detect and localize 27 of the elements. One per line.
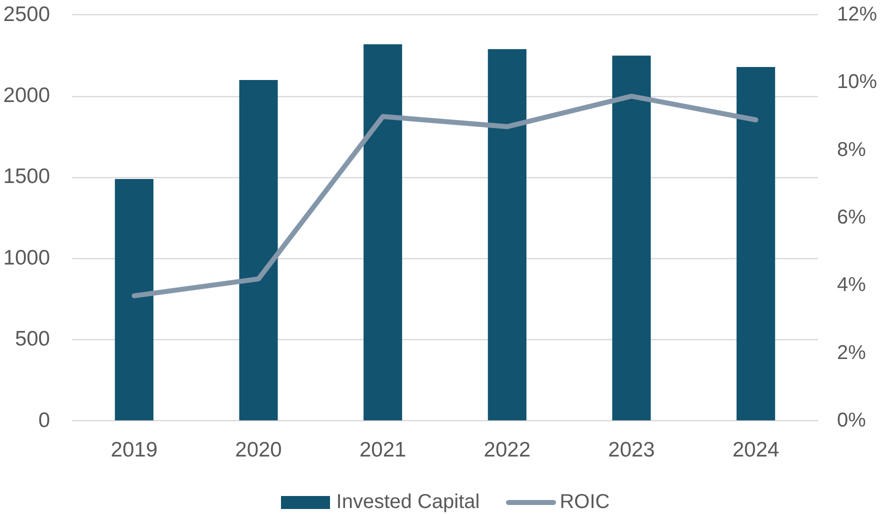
x-tick-label: 2021 [359, 438, 406, 462]
x-tick-label: 2019 [110, 438, 158, 462]
bar [736, 66, 776, 420]
x-tick-label: 2020 [235, 438, 282, 462]
y2-tick-label: 8% [837, 138, 866, 161]
x-tick-label: 2022 [484, 438, 531, 462]
legend-label: ROIC [560, 490, 610, 514]
bar [612, 56, 651, 420]
y-tick-label: 1500 [3, 165, 50, 188]
bar [364, 44, 402, 420]
bar [239, 80, 278, 420]
x-tick-label: 2023 [608, 438, 655, 462]
y-tick-label: 2000 [3, 84, 50, 107]
y2-tick-label: 4% [837, 274, 866, 296]
y2-tick-label: 6% [837, 206, 866, 229]
y-tick-label: 2500 [3, 2, 50, 26]
y-tick-label: 1000 [3, 246, 50, 270]
legend-label: Invested Capital [336, 490, 480, 514]
y-tick-label: 0 [38, 408, 50, 432]
y2-tick-label: 2% [837, 342, 866, 364]
y-tick-label: 500 [14, 328, 50, 351]
y2-tick-label: 0% [837, 410, 866, 432]
bar [488, 49, 526, 420]
y2-tick-label: 12% [837, 4, 878, 26]
bar [114, 179, 154, 420]
y2-tick-label: 10% [837, 71, 878, 94]
x-tick-label: 2024 [732, 438, 780, 462]
